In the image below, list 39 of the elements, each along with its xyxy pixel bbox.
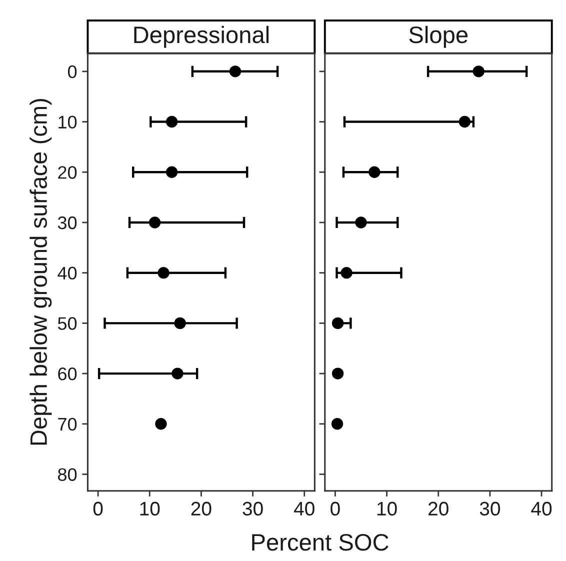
- point: [166, 166, 178, 178]
- x-tick-label: 30: [480, 502, 500, 516]
- y-tick-label: 80: [58, 468, 77, 481]
- y-tick-label: 30: [58, 216, 77, 230]
- y-tick-label: 60: [58, 367, 77, 380]
- point: [174, 317, 186, 330]
- y-tick-label: 10: [58, 116, 77, 128]
- x-tick-label: 30: [242, 502, 263, 516]
- point: [166, 116, 178, 128]
- point: [355, 216, 367, 228]
- point: [148, 216, 161, 228]
- point: [332, 317, 344, 330]
- x-axis-title: Percent SOC: [252, 534, 388, 551]
- x-tick-label: 40: [294, 502, 314, 516]
- point: [229, 66, 242, 78]
- y-tick-label: 20: [58, 166, 77, 179]
- y-axis-title: Depth below ground surface (cm): [30, 98, 52, 445]
- y-tick-label: 40: [58, 266, 77, 280]
- y-tick-label: 70: [58, 418, 77, 431]
- point: [331, 418, 344, 430]
- point: [332, 368, 344, 380]
- point: [172, 368, 184, 380]
- point: [340, 266, 352, 279]
- x-tick-label: 20: [428, 502, 448, 516]
- x-tick-label: 40: [531, 502, 552, 516]
- x-tick-label: 0: [330, 502, 340, 516]
- point: [158, 266, 170, 279]
- chart-title: Depressional: [134, 26, 269, 48]
- x-tick-label: 20: [191, 502, 212, 516]
- point: [368, 166, 380, 178]
- x-tick-label: 10: [377, 502, 397, 516]
- point: [155, 418, 167, 430]
- y-tick-label: 50: [58, 317, 77, 330]
- point: [458, 116, 471, 128]
- point: [472, 66, 484, 78]
- y-tick-label: 0: [68, 65, 77, 78]
- chart-title: Slope: [409, 26, 468, 48]
- x-tick-label: 0: [93, 502, 103, 516]
- x-tick-label: 10: [140, 502, 160, 516]
